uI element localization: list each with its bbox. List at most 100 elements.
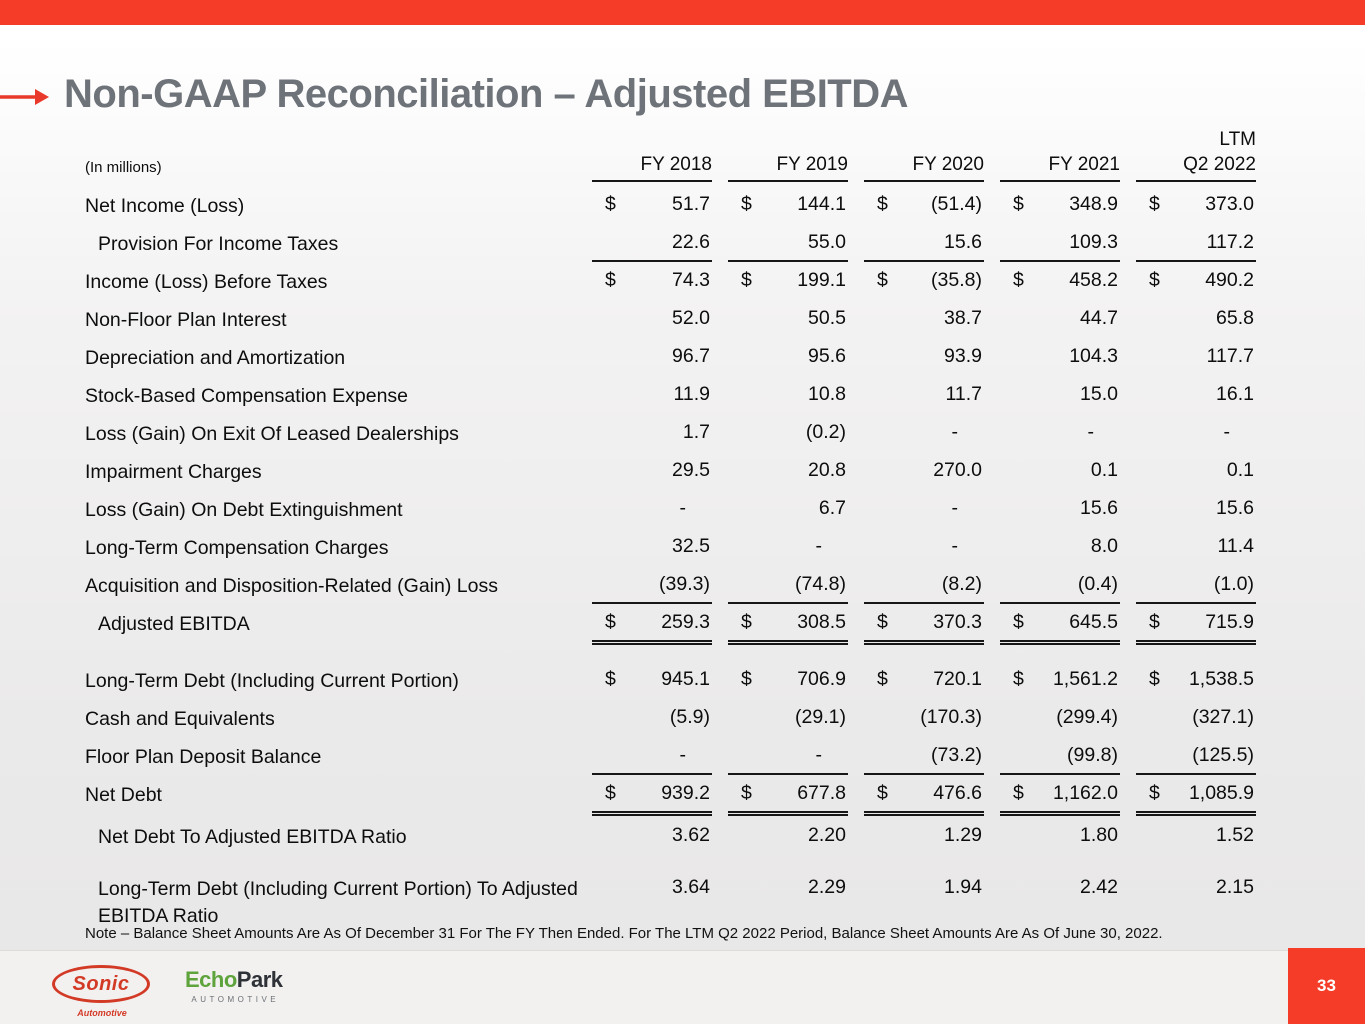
table-row: Stock-Based Compensation Expense 11.9 10.8… <box>85 377 1270 415</box>
cell-value: (0.4) <box>1077 573 1118 595</box>
row-label: Impairment Charges <box>85 461 262 483</box>
row-label: Provision For Income Taxes <box>98 233 339 255</box>
cell-value: 1,561.2 <box>1052 668 1118 690</box>
currency-symbol: $ <box>605 782 616 804</box>
cell-value: 1,085.9 <box>1188 782 1254 804</box>
row-label: Net Debt <box>85 784 162 806</box>
currency-symbol: $ <box>741 269 752 291</box>
currency-symbol: $ <box>1013 668 1024 690</box>
page-title: Non-GAAP Reconciliation – Adjusted EBITD… <box>64 72 909 116</box>
cell-value: 259.3 <box>661 611 710 633</box>
value-cell: 270.0 <box>864 453 984 488</box>
value-cell: 22.6 <box>592 225 712 262</box>
currency-symbol: $ <box>1013 611 1024 633</box>
row-label: Depreciation and Amortization <box>85 347 346 369</box>
cell-value: 706.9 <box>797 668 846 690</box>
value-cell: 1.29 <box>864 818 984 853</box>
echopark-echo-text: Echo <box>185 967 237 992</box>
table-row: Long-Term Debt (Including Current Portio… <box>85 662 1270 700</box>
value-cell: 65.8 <box>1136 301 1256 336</box>
cell-value: 44.7 <box>1080 307 1118 329</box>
value-cell: 15.0 <box>1000 377 1120 412</box>
cell-value: 22.6 <box>672 231 710 253</box>
value-cell: $720.1 <box>864 662 984 697</box>
value-cell: $259.3 <box>592 605 712 645</box>
cell-value: 2.42 <box>1080 876 1118 898</box>
cell-value: 74.3 <box>672 269 710 291</box>
top-accent-bar <box>0 0 1365 25</box>
cell-value: 1.80 <box>1080 824 1118 846</box>
cell-value: 117.7 <box>1206 345 1254 367</box>
cell-value: (170.3) <box>920 706 982 728</box>
cell-value: 308.5 <box>797 611 846 633</box>
currency-symbol: $ <box>877 269 888 291</box>
value-cell: $144.1 <box>728 187 848 222</box>
row-label: Loss (Gain) On Exit Of Leased Dealership… <box>85 423 459 445</box>
value-cell: $ (35.8) <box>864 263 984 298</box>
column-header-superlabel <box>1000 128 1120 152</box>
cell-value: 93.9 <box>944 345 982 367</box>
cell-value: 55.0 <box>808 231 846 253</box>
currency-symbol: $ <box>877 668 888 690</box>
currency-symbol: $ <box>877 782 888 804</box>
value-cell: 2.15 <box>1136 870 1256 905</box>
column-header-label: FY 2020 <box>912 154 984 175</box>
value-cell: $677.8 <box>728 776 848 816</box>
column-header-superlabel <box>864 128 984 152</box>
value-cell: 96.7 <box>592 339 712 374</box>
currency-symbol: $ <box>1149 782 1160 804</box>
sonic-logo-text: Sonic <box>72 972 130 995</box>
cell-value: 16.1 <box>1216 383 1254 405</box>
cell-value: (99.8) <box>1067 744 1118 766</box>
currency-symbol: $ <box>1013 193 1024 215</box>
cell-value: (0.2) <box>805 421 846 443</box>
table-row: Income (Loss) Before Taxes $74.3 $199.1 $ (3… <box>85 263 1270 301</box>
cell-value: (29.1) <box>795 706 846 728</box>
value-cell: - <box>1000 415 1120 450</box>
table-row: Floor Plan Deposit Balance - - (73.2) (99.8)… <box>85 738 1270 776</box>
value-cell: $945.1 <box>592 662 712 697</box>
row-label: Long-Term Compensation Charges <box>85 537 389 559</box>
column-header: FY 2018 <box>592 128 712 182</box>
value-cell: (0.4) <box>1000 567 1120 604</box>
cell-value: 3.62 <box>672 824 710 846</box>
currency-symbol: $ <box>877 193 888 215</box>
cell-value: (51.4) <box>931 193 982 215</box>
value-cell: (125.5) <box>1136 738 1256 775</box>
value-cell: - <box>1136 415 1256 450</box>
cell-value: 32.5 <box>672 535 710 557</box>
cell-value: (125.5) <box>1192 744 1254 766</box>
value-cell: $51.7 <box>592 187 712 222</box>
value-cell: - <box>728 529 848 564</box>
currency-symbol: $ <box>1013 269 1024 291</box>
row-label: Adjusted EBITDA <box>98 613 250 635</box>
cell-value: 65.8 <box>1216 307 1254 329</box>
cell-value: 370.3 <box>933 611 982 633</box>
value-cell: 117.2 <box>1136 225 1256 262</box>
currency-symbol: $ <box>1149 193 1160 215</box>
cell-value: 1,162.0 <box>1052 782 1118 804</box>
cell-value: 38.7 <box>944 307 982 329</box>
value-cell: (5.9) <box>592 700 712 735</box>
cell-value: 50.5 <box>808 307 846 329</box>
value-cell: (39.3) <box>592 567 712 604</box>
value-cell: 15.6 <box>864 225 984 262</box>
row-label: Net Debt To Adjusted EBITDA Ratio <box>98 826 407 848</box>
value-cell: - <box>592 738 712 775</box>
cell-value: 939.2 <box>661 782 710 804</box>
cell-value: 15.6 <box>944 231 982 253</box>
value-cell: $715.9 <box>1136 605 1256 645</box>
currency-symbol: $ <box>605 193 616 215</box>
currency-symbol: $ <box>1149 668 1160 690</box>
cell-value: (327.1) <box>1192 706 1254 728</box>
value-cell: 1.80 <box>1000 818 1120 853</box>
cell-value: 15.0 <box>1080 383 1118 405</box>
value-cell: 16.1 <box>1136 377 1256 412</box>
row-label: Income (Loss) Before Taxes <box>85 271 328 293</box>
value-cell: $490.2 <box>1136 263 1256 298</box>
cell-value: 715.9 <box>1205 611 1254 633</box>
value-cell: $458.2 <box>1000 263 1120 298</box>
value-cell: 38.7 <box>864 301 984 336</box>
cell-value: 11.7 <box>945 383 982 405</box>
